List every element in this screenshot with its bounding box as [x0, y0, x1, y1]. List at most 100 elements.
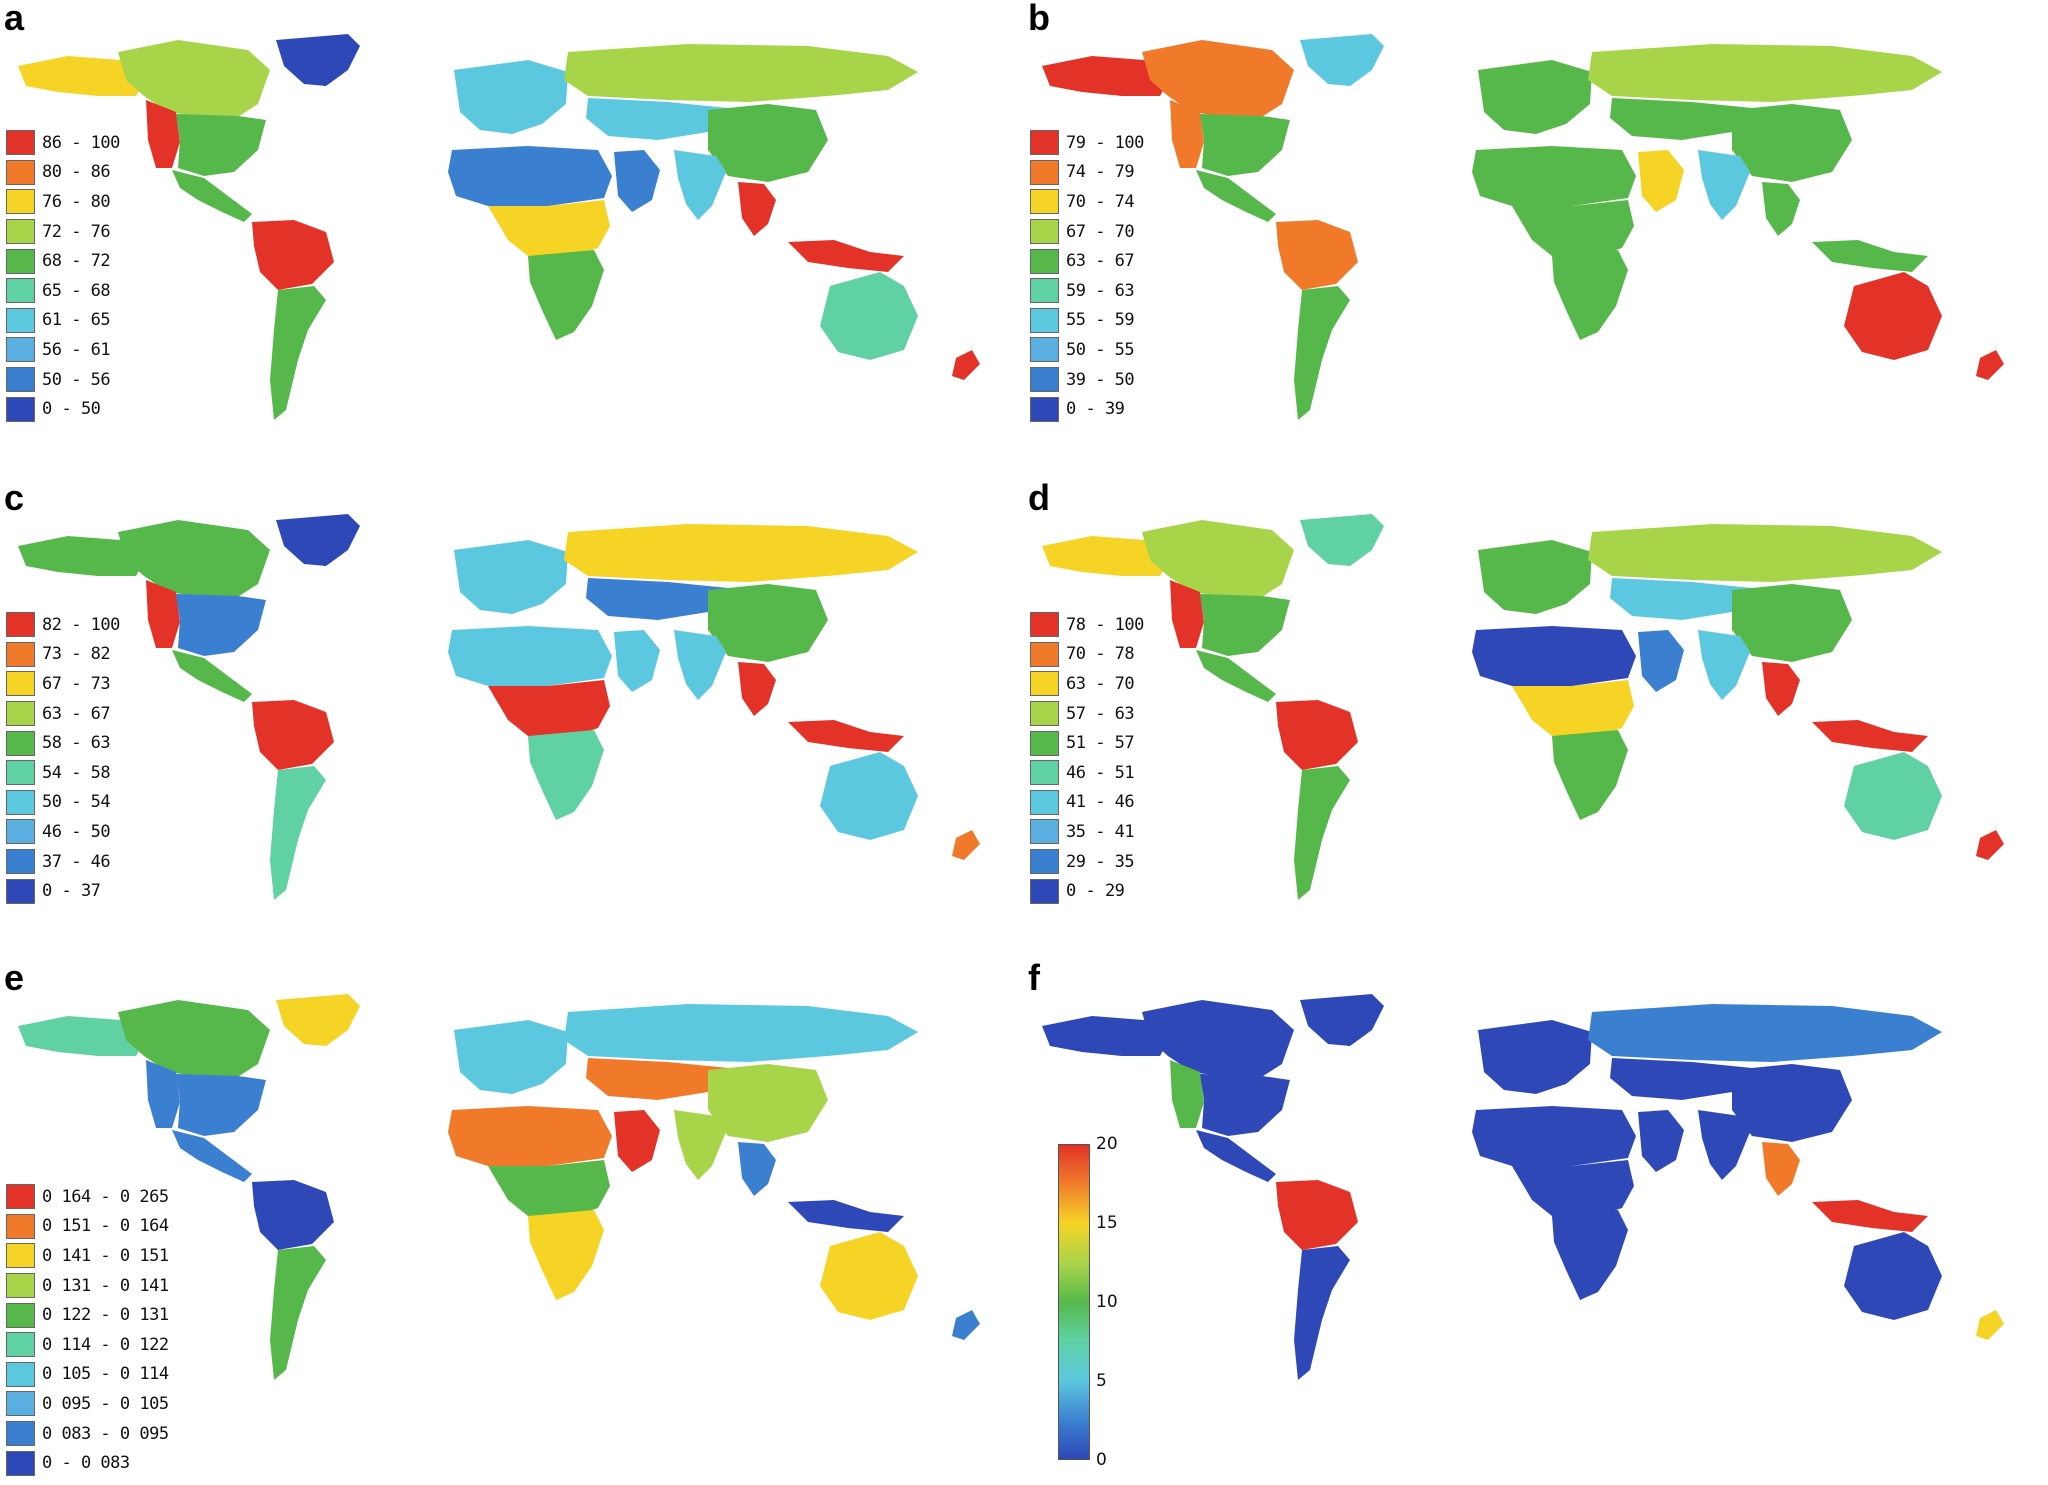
region-africa-south: [528, 1210, 604, 1300]
region-siberia: [564, 1004, 918, 1062]
legend-row: 0 - 0 083: [6, 1448, 169, 1478]
legend-swatch: [6, 760, 35, 786]
region-australia: [1844, 272, 1942, 360]
legend-swatch: [6, 849, 35, 875]
colorbar-gradient: [1058, 1144, 1090, 1460]
legend-row: 0 105 - 0 114: [6, 1360, 169, 1390]
legend-label: 41 - 46: [1066, 792, 1135, 813]
region-greenland: [276, 514, 360, 566]
region-us-east: [1200, 1074, 1290, 1136]
legend-swatch: [6, 789, 35, 815]
legend-row: 50 - 55: [1030, 335, 1144, 365]
legend-row: 0 095 - 0 105: [6, 1389, 169, 1419]
legend-row: 0 164 - 0 265: [6, 1182, 169, 1212]
legend-row: 56 - 61: [6, 335, 120, 365]
region-sahara: [448, 146, 612, 206]
legend-row: 63 - 67: [6, 699, 120, 729]
legend-row: 39 - 50: [1030, 365, 1144, 395]
region-us-west: [146, 580, 180, 648]
region-alaska: [18, 1016, 148, 1056]
region-arabia: [1638, 150, 1684, 212]
region-central-asia: [1610, 578, 1752, 620]
region-australia: [1844, 1232, 1942, 1320]
region-central-america: [1196, 650, 1276, 702]
legend-swatch: [6, 1243, 35, 1269]
legend-row: 54 - 58: [6, 758, 120, 788]
region-alaska: [18, 56, 148, 96]
legend-row: 70 - 78: [1030, 640, 1144, 670]
legend-label: 35 - 41: [1066, 821, 1135, 842]
region-sahara: [448, 626, 612, 686]
legend-swatch: [1030, 760, 1059, 786]
region-arabia: [1638, 630, 1684, 692]
legend-row: 72 - 76: [6, 217, 120, 247]
legend-row: 0 - 29: [1030, 876, 1144, 906]
legend-swatch: [6, 878, 35, 904]
region-siberia: [1588, 1004, 1942, 1062]
legend-swatch: [1030, 730, 1059, 756]
region-se-asia: [738, 182, 776, 236]
panel-e: e 0 164 - 0 265 0 151 - 0 164 0 141 - 0 15…: [0, 960, 1024, 1476]
legend-swatch: [6, 1332, 35, 1358]
region-us-east: [176, 594, 266, 656]
legend-swatch: [6, 219, 35, 245]
legend-swatch: [1030, 278, 1059, 304]
legend-label: 0 - 0 083: [42, 1453, 130, 1474]
legend-label: 56 - 61: [42, 339, 111, 360]
legend-row: 63 - 70: [1030, 669, 1144, 699]
legend-swatch: [6, 1450, 35, 1476]
legend-swatch: [6, 1302, 35, 1328]
world-map-b: [1042, 34, 2004, 420]
region-arabia: [1638, 1110, 1684, 1172]
legend-swatch: [6, 367, 35, 393]
legend-label: 76 - 80: [42, 191, 111, 212]
legend-row: 65 - 68: [6, 276, 120, 306]
region-central-america: [172, 1130, 252, 1182]
legend-swatch: [1030, 819, 1059, 845]
legend-swatch: [6, 730, 35, 756]
region-india: [1698, 630, 1750, 700]
legend-row: 46 - 51: [1030, 758, 1144, 788]
legend-d: 78 - 100 70 - 78 63 - 70 57 - 63 51 - 57 46 -…: [1030, 610, 1144, 906]
world-map-c: [18, 514, 980, 900]
legend-swatch: [1030, 878, 1059, 904]
region-north-america: [118, 520, 270, 598]
legend-swatch: [1030, 701, 1059, 727]
region-arabia: [614, 630, 660, 692]
region-amazon: [1276, 700, 1358, 770]
region-africa-south: [1552, 250, 1628, 340]
legend-label: 50 - 56: [42, 369, 111, 390]
legend-e: 0 164 - 0 265 0 151 - 0 164 0 141 - 0 151 0…: [6, 1182, 169, 1478]
legend-label: 63 - 67: [1066, 251, 1135, 272]
legend-row: 59 - 63: [1030, 276, 1144, 306]
region-north-america: [118, 40, 270, 118]
legend-row: 68 - 72: [6, 246, 120, 276]
legend-swatch: [1030, 849, 1059, 875]
legend-swatch: [6, 130, 35, 156]
world-map-e: [18, 994, 980, 1380]
legend-swatch: [1030, 159, 1059, 185]
region-central-asia: [1610, 1058, 1752, 1100]
region-europe: [454, 540, 568, 614]
legend-label: 80 - 86: [42, 162, 111, 183]
region-greenland: [276, 34, 360, 86]
legend-a: 86 - 100 80 - 86 76 - 80 72 - 76 68 - 72 65 -…: [6, 128, 120, 424]
landmasses: [18, 514, 980, 900]
region-central-america: [1196, 1130, 1276, 1182]
region-alaska: [18, 536, 148, 576]
landmasses: [1042, 514, 2004, 900]
legend-swatch: [1030, 612, 1059, 638]
landmasses: [18, 994, 980, 1380]
legend-row: 74 - 79: [1030, 158, 1144, 188]
region-africa-central: [1512, 680, 1634, 738]
region-north-america: [1142, 40, 1294, 118]
region-indonesia: [1812, 1200, 1928, 1232]
legend-row: 50 - 56: [6, 365, 120, 395]
legend-label: 57 - 63: [1066, 703, 1135, 724]
region-new-zealand: [1976, 830, 2004, 860]
region-amazon: [1276, 220, 1358, 290]
legend-label: 0 164 - 0 265: [42, 1186, 169, 1207]
legend-swatch: [6, 1273, 35, 1299]
legend-row: 41 - 46: [1030, 788, 1144, 818]
legend-swatch: [1030, 671, 1059, 697]
